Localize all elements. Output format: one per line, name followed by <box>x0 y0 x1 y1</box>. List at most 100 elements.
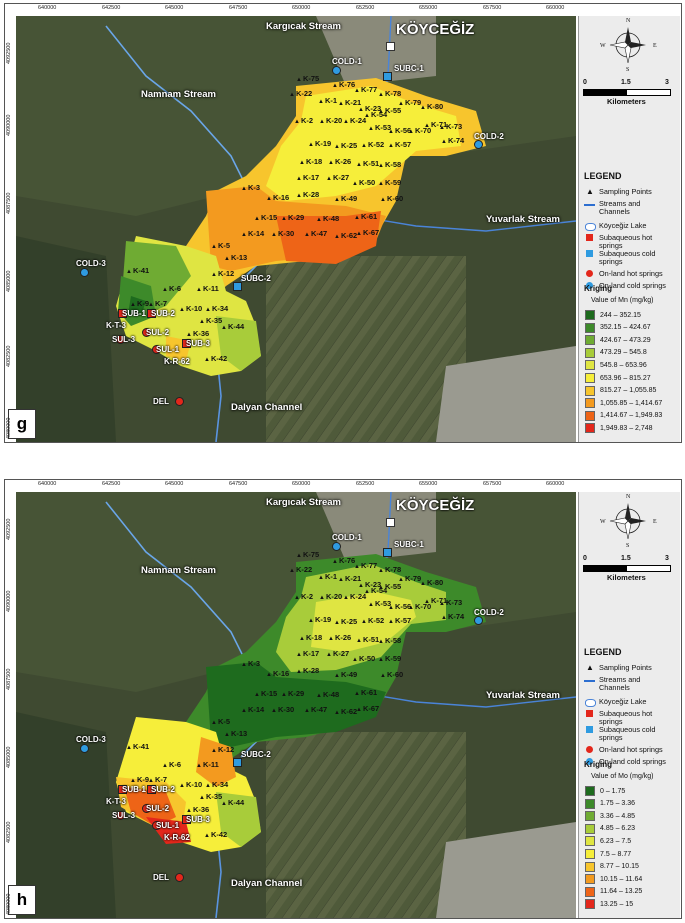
sampling-triangle-icon: ▲ <box>241 186 247 192</box>
sample-point: ▲K-80 <box>420 102 443 111</box>
spring-square-icon <box>233 282 242 291</box>
sample-point: ▲K-60 <box>380 194 403 203</box>
lake-shape <box>585 223 596 231</box>
sample-point: ▲K-57 <box>388 616 411 625</box>
sampling-triangle-icon: ▲ <box>162 763 168 769</box>
sample-point: ▲K-13 <box>224 729 247 738</box>
sample-point: ▲K-78 <box>378 565 401 574</box>
sampling-triangle-icon: ▲ <box>211 244 217 250</box>
sampling-triangle-icon: ▲ <box>199 795 205 801</box>
sample-point: ▲K-61 <box>354 212 377 221</box>
sampling-triangle-icon: ▲ <box>388 143 394 149</box>
sampling-triangle-icon: ▲ <box>398 577 404 583</box>
sampling-triangle-icon: ▲ <box>378 585 384 591</box>
sampling-triangle-icon: ▲ <box>271 232 277 238</box>
sample-label: K-49 <box>340 194 358 203</box>
satellite-basemap <box>16 492 576 918</box>
sample-point: ▲K-10 <box>179 780 202 789</box>
sample-label: K-70 <box>414 602 432 611</box>
sample-label: K-20 <box>325 592 343 601</box>
x-tick-label: 642500 <box>102 481 121 487</box>
place-label-kargicak: Kargıcak Stream <box>266 21 341 32</box>
sample-point: ▲K-70 <box>408 126 431 135</box>
kriging-class-row: 0 – 1.75 <box>585 786 625 796</box>
sample-point: ▲K-44 <box>221 798 244 807</box>
sample-label: K-23 <box>364 104 382 113</box>
kriging-class-row: 424.67 – 473.29 <box>585 335 651 346</box>
spring-circle-icon <box>142 804 151 813</box>
sample-point: ▲K-42 <box>204 830 227 839</box>
sample-label: K-60 <box>386 194 404 203</box>
y-tick-label: 4085000 <box>6 746 12 768</box>
y-tick-label: 4087500 <box>6 668 12 690</box>
spring-circle-icon <box>474 140 483 149</box>
sample-label: K-34 <box>211 304 229 313</box>
place-label-namnam: Namnam Stream <box>141 565 216 576</box>
kriging-class-row: 1,414.67 – 1,949.83 <box>585 410 662 421</box>
sample-point: ▲K-50 <box>352 654 375 663</box>
sampling-triangle-icon: ▲ <box>328 636 334 642</box>
sampling-triangle-icon: ▲ <box>326 176 332 182</box>
sample-label: K-41 <box>132 742 150 751</box>
spring-square-icon <box>147 785 156 794</box>
kriging-class-label: 424.67 – 473.29 <box>600 336 651 344</box>
spring-square-icon <box>147 309 156 318</box>
legend-item: Subaqueous hot springs <box>584 710 673 726</box>
color-swatch <box>585 423 595 434</box>
sample-label: K-62 <box>340 231 358 240</box>
map-legend: 0 1.5 3 Kilometers LEGEND ▲ Sampling Poin… <box>578 16 680 442</box>
sampling-triangle-icon: ▲ <box>326 652 332 658</box>
sample-point: ▲K-55 <box>378 106 401 115</box>
sampling-triangle-icon: ▲ <box>358 583 364 589</box>
sample-point: ▲K-52 <box>361 616 384 625</box>
sample-label: K-61 <box>360 212 378 221</box>
kriging-class-row: 11.64 – 13.25 <box>585 886 642 897</box>
blue-circle-shape <box>586 282 593 289</box>
x-tick-label: 640000 <box>38 481 57 487</box>
sampling-triangle-icon: ▲ <box>205 783 211 789</box>
sample-point: ▲K-57 <box>388 140 411 149</box>
sampling-triangle-icon: ▲ <box>266 672 272 678</box>
sample-label: K-28 <box>302 666 320 675</box>
sample-label: K-52 <box>367 616 385 625</box>
color-swatch <box>585 849 595 859</box>
sample-label: K-25 <box>340 617 358 626</box>
triangle-shape: ▲ <box>586 663 594 672</box>
sample-point: ▲K-67 <box>356 704 379 713</box>
sample-point: ▲K-28 <box>296 666 319 675</box>
sample-label: K-11 <box>202 760 219 769</box>
x-tick-label: 660000 <box>546 5 565 11</box>
sample-point: ▲K-73 <box>439 598 462 607</box>
kriging-class-row: 244 – 352.15 <box>585 310 641 320</box>
sample-point: ▲K-53 <box>368 123 391 132</box>
legend-item: On-land hot springs <box>584 746 673 756</box>
spring-label-cold2: COLD-2 <box>474 608 504 617</box>
sample-label: K-54 <box>370 586 388 595</box>
sample-point: ▲K-29 <box>281 689 304 698</box>
sample-label: K-56 <box>394 602 412 611</box>
color-swatch <box>585 886 595 897</box>
sampling-triangle-icon: ▲ <box>299 160 305 166</box>
sample-point: ▲K-54 <box>364 586 387 595</box>
sampling-triangle-icon: ▲ <box>343 595 349 601</box>
sampling-triangle-icon: ▲ <box>420 105 426 111</box>
sample-point: ▲K-3 <box>241 659 260 668</box>
sample-label: K-1 <box>324 96 338 105</box>
sample-label: K-26 <box>334 157 352 166</box>
kriging-class-row: 4.85 – 6.23 <box>585 823 635 834</box>
legend-item-label: Köyceğiz Lake <box>599 221 647 230</box>
color-swatch <box>585 836 595 847</box>
sample-label: K-10 <box>185 304 203 313</box>
legend-item: On-land cold springs <box>584 282 673 292</box>
sample-label: K-20 <box>325 116 343 125</box>
sampling-triangle-icon: ▲ <box>332 83 338 89</box>
sampling-triangle-icon: ▲ <box>241 232 247 238</box>
red-circle-shape <box>586 746 593 753</box>
sample-point: ▲K-58 <box>378 160 401 169</box>
line-icon <box>584 200 596 210</box>
blue-square-icon <box>584 726 596 736</box>
sampling-triangle-icon: ▲ <box>334 620 340 626</box>
color-swatch <box>585 899 595 910</box>
sampling-triangle-icon: ▲ <box>148 302 154 308</box>
sample-point: ▲K-67 <box>356 228 379 237</box>
